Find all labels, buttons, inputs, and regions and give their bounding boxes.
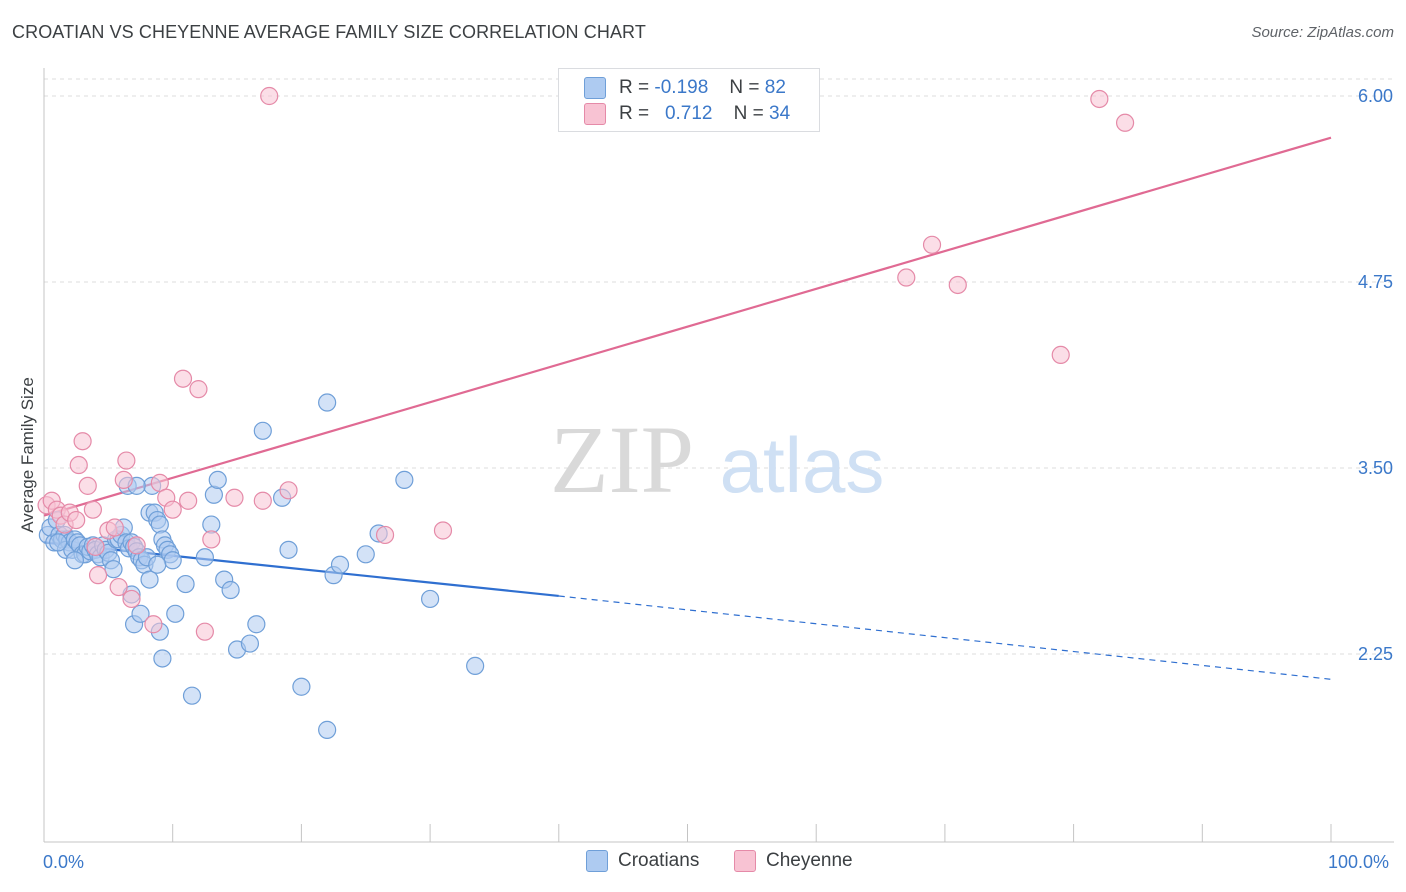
croatians-point [104,560,123,579]
legend-n-value: 82 [764,77,786,98]
cheyenne-point [105,518,124,537]
cheyenne-point [78,476,97,495]
croatians-point [221,580,240,600]
cheyenne-point [83,500,103,519]
croatians-point [176,574,195,594]
croatians-point [292,677,311,696]
chart-title: CROATIAN VS CHEYENNE AVERAGE FAMILY SIZE… [12,22,646,42]
cheyenne-point [433,521,453,540]
cheyenne-point [67,510,86,530]
croatians-point [395,470,414,490]
legend-n-label: N = [733,103,764,124]
croatians-point [421,589,440,609]
croatians-point [182,686,202,705]
x-axis-min-label: 0.0% [43,852,85,872]
croatians-trend-extension [558,595,1332,680]
y-tick-label: 3.50 [1358,458,1393,478]
croatians-point [140,570,159,589]
cheyenne-point [189,380,208,399]
cheyenne-point [88,566,108,585]
watermark-atlas: atlas [720,421,885,509]
croatians-point [150,515,169,534]
croatians-point [163,551,182,570]
croatians-point [279,540,298,559]
cheyenne-point [69,455,88,475]
croatians-point [166,604,185,623]
croatians-point [208,470,227,490]
cheyenne-point [948,275,967,295]
cheyenne-point [897,268,916,287]
cheyenne-point [195,622,214,641]
cheyenne-point [225,488,244,507]
legend-r-value: 0.712 [664,103,713,124]
croatians-point [253,421,272,440]
croatians-point [49,533,68,552]
axes [43,68,1394,843]
bottom-legend-label-croatians: Croatians [618,850,700,871]
legend-r-label: R = [619,77,650,98]
cheyenne-point [202,530,221,549]
cheyenne-point [173,369,193,388]
source-label: Source: ZipAtlas.com [1251,24,1394,41]
cheyenne-point [109,577,128,597]
croatians-point [153,649,172,668]
cheyenne-point [73,432,92,451]
croatians-point [204,485,223,504]
cheyenne-point [122,589,141,609]
cheyenne-point [117,451,136,470]
x-axis-max-label: 100.0% [1328,852,1390,872]
cheyenne-point [127,536,146,555]
croatians-point [240,634,260,653]
legend-swatch-cheyenne [584,103,606,125]
cheyenne-point [144,615,163,634]
croatians-point [466,656,485,676]
cheyenne-point [163,500,182,519]
correlation-legend: R = -0.198 N = 82 R = 0.712 N = 34 [558,68,820,132]
croatians-point [65,551,84,570]
croatians-point [131,604,150,623]
cheyenne-point [922,235,942,254]
cheyenne-point [1090,89,1109,109]
cheyenne-point [260,86,279,106]
legend-swatch-croatians [584,77,606,99]
bottom-legend-croatians: Croatians [586,850,699,872]
croatians-point [148,555,167,574]
cheyenne-point [1051,345,1070,365]
croatians-point [247,615,266,634]
y-tick-labels: 2.25 3.50 4.75 6.00 [1358,86,1393,664]
legend-r-label: R = [619,103,650,124]
bottom-legend-label-cheyenne: Cheyenne [766,850,853,871]
croatians-point [318,720,337,739]
cheyenne-trend-line [43,136,1332,517]
y-tick-label: 4.75 [1358,272,1393,292]
legend-n-label: N = [729,77,760,98]
cheyenne-point [279,481,298,500]
bottom-legend-swatch-cheyenne [734,850,756,872]
data-points [37,86,1135,739]
croatians-point [356,545,375,564]
cheyenne-point [375,525,395,545]
y-tick-label: 6.00 [1358,86,1393,106]
y-tick-label: 2.25 [1358,644,1393,664]
grid-lines [44,78,1394,655]
bottom-legend-swatch-croatians [586,850,608,872]
croatians-point [195,548,214,567]
watermark-zip: ZIP [550,406,694,513]
legend-r-value: -0.198 [654,77,709,98]
legend-n-value: 34 [769,103,791,124]
bottom-legend-cheyenne: Cheyenne [734,850,853,872]
cheyenne-point [1115,113,1135,132]
cheyenne-point [253,491,272,510]
croatians-point [330,555,350,574]
cheyenne-point [179,491,198,510]
cheyenne-point [86,537,105,556]
cheyenne-point [114,470,133,490]
croatians-point [318,393,337,412]
